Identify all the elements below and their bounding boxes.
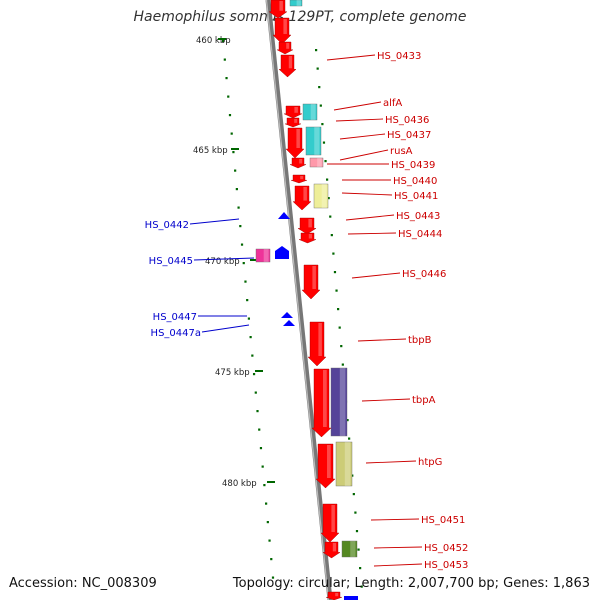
gene-label-rusa: rusA	[390, 146, 413, 157]
gene-arrow	[315, 443, 336, 489]
gene-arrow	[284, 117, 302, 128]
gene-arrow-reverse	[275, 246, 289, 259]
reverse-genes	[275, 212, 358, 600]
scale-ticks	[222, 40, 363, 588]
gene-arrow	[272, 17, 292, 45]
gene-label-tbpa: tbpA	[412, 395, 436, 406]
scale-label-460-kbp: 460 kbp	[196, 36, 231, 46]
gene-label-hs-0451: HS_0451	[421, 515, 465, 526]
accession-text: Accession: NC_008309	[9, 576, 157, 591]
gene-label-hs-0453: HS_0453	[424, 560, 468, 571]
gene-labels: HS_0433 alfA HS_0436 HS_0437 rusA HS_0439 HS_0…	[145, 51, 469, 571]
map-title: Haemophilus somnus 129PT, complete genom…	[133, 9, 467, 25]
gene-label-hs-0437: HS_0437	[387, 130, 431, 141]
scale-label-475-kbp: 475 kbp	[215, 368, 250, 378]
gene-label-hs-0440: HS_0440	[393, 176, 437, 187]
gene-label-htpg: htpG	[418, 457, 442, 468]
gene-label-hs-0444: HS_0444	[398, 229, 442, 240]
gene-arrow	[285, 127, 305, 159]
gene-arrow	[283, 105, 303, 119]
cog-blocks	[255, 0, 358, 558]
gene-label-hs-0441: HS_0441	[394, 191, 438, 202]
gene-arrow	[298, 232, 317, 244]
scale-label-465-kbp: 465 kbp	[193, 146, 228, 156]
cog-block	[341, 540, 358, 558]
gene-arrow	[289, 157, 307, 169]
gene-arrow-reverse	[281, 312, 293, 318]
cog-block	[309, 157, 324, 168]
gene-arrow	[292, 185, 312, 211]
gene-label-hs-0442: HS_0442	[145, 220, 189, 231]
gene-arrow-reverse	[278, 212, 290, 219]
gene-arrow	[297, 217, 317, 235]
forward-genes	[268, 0, 343, 600]
cog-block	[255, 248, 271, 263]
gene-label-hs-0443: HS_0443	[396, 211, 440, 222]
gene-arrow	[301, 264, 321, 300]
gene-label-tbpb: tbpB	[408, 335, 432, 346]
cog-block	[289, 0, 303, 7]
scale-labels: 460 kbp 465 kbp 470 kbp 475 kbp 480 kbp	[193, 36, 275, 489]
gene-arrow	[278, 54, 297, 78]
gene-label-hs-0447: HS_0447	[153, 312, 197, 323]
cog-block	[302, 103, 318, 121]
gene-label-hs-0452: HS_0452	[424, 543, 468, 554]
label-leaders	[189, 54, 423, 567]
cog-block	[330, 367, 348, 437]
gene-label-hs-0447a: HS_0447a	[151, 328, 201, 339]
genome-backbone	[265, 0, 333, 600]
scale-label-480-kbp: 480 kbp	[222, 479, 257, 489]
gene-label-alfa: alfA	[383, 98, 402, 109]
gene-arrow-reverse	[283, 320, 295, 326]
gene-label-hs-0446: HS_0446	[402, 269, 446, 280]
cog-block	[305, 126, 322, 156]
gene-arrow	[311, 368, 332, 438]
gene-label-hs-0439: HS_0439	[391, 160, 435, 171]
cog-block	[313, 183, 329, 209]
gene-label-hs-0433: HS_0433	[377, 51, 421, 62]
cog-block	[335, 441, 353, 487]
gene-arrow	[290, 174, 308, 184]
topology-text: Topology: circular; Length: 2,007,700 bp…	[232, 576, 590, 591]
gene-label-hs-0445: HS_0445	[149, 256, 193, 267]
gene-arrow	[276, 41, 294, 55]
scale-label-470-kbp: 470 kbp	[205, 257, 240, 267]
gene-label-hs-0436: HS_0436	[385, 115, 429, 126]
gene-arrow	[307, 321, 327, 367]
